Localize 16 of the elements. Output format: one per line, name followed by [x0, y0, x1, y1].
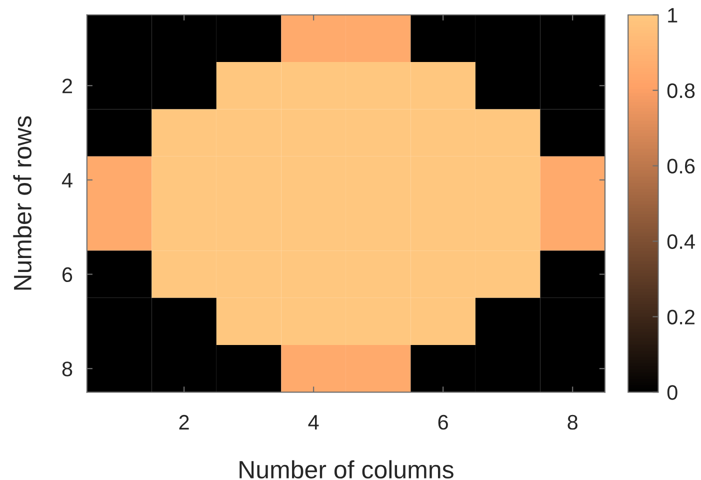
y-tick-label: 4	[62, 173, 72, 188]
color-bar-label: 0	[667, 385, 678, 400]
y-tick-label: 8	[62, 362, 72, 376]
y-tick-label: 6	[62, 267, 72, 282]
color-bar-label: 0.6	[667, 158, 695, 174]
color-bar-label: 0.2	[667, 310, 694, 324]
y-tick-label: 2	[62, 78, 72, 94]
x-tick-label: 4	[308, 415, 319, 430]
color-bar-label: 1	[668, 8, 678, 22]
x-axis-title: Number of columns	[240, 460, 454, 479]
x-tick-label: 6	[438, 414, 448, 430]
color-bar-label: 0.8	[667, 83, 695, 98]
color-bar-label: 0.4	[667, 234, 695, 249]
x-tick-label: 8	[568, 414, 578, 430]
x-tick-label: 2	[179, 414, 189, 430]
y-axis-title: Number of rows	[13, 116, 32, 290]
